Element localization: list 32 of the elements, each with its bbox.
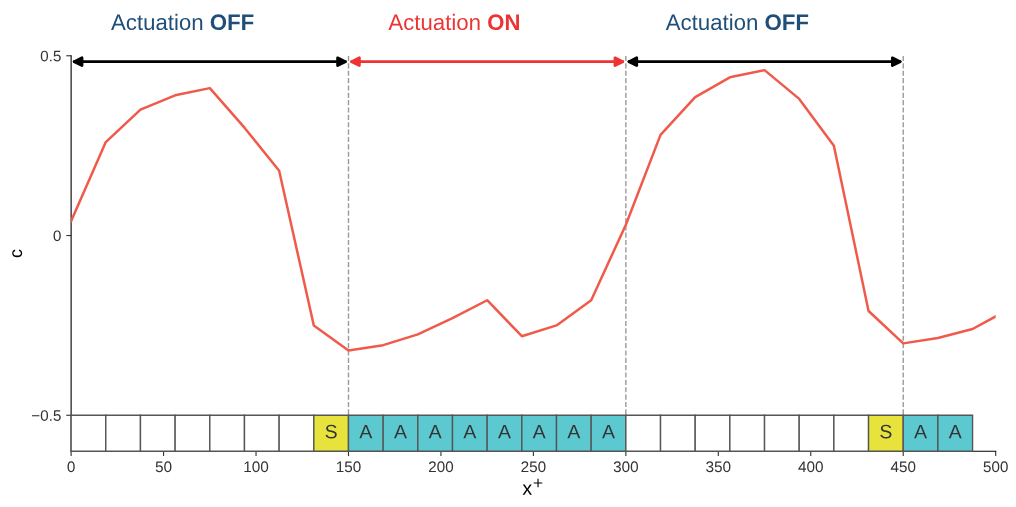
x-tick-label: 300 bbox=[613, 461, 638, 473]
band-label: A bbox=[359, 424, 373, 439]
text: Actuation OFF bbox=[665, 13, 809, 31]
x-tick-label: 350 bbox=[706, 461, 731, 473]
x-tick-label: 250 bbox=[521, 461, 546, 473]
band-label: A bbox=[498, 424, 511, 439]
x-tick-label: 100 bbox=[244, 461, 269, 473]
y-tick-label: −0.5 bbox=[31, 410, 61, 421]
band-label: A bbox=[532, 424, 546, 439]
x-tick-label: 50 bbox=[155, 461, 172, 473]
band-label: A bbox=[567, 424, 581, 439]
band-label: A bbox=[394, 424, 407, 439]
x-tick-label: 0 bbox=[67, 461, 75, 473]
x-tick-label: 500 bbox=[983, 461, 1008, 473]
y-tick-label: 0 bbox=[53, 230, 61, 242]
band-label: S bbox=[325, 424, 337, 439]
band-label: A bbox=[602, 424, 615, 439]
y-axis-title: c bbox=[12, 249, 23, 258]
y-tick-label: 0.5 bbox=[40, 50, 61, 62]
x-tick-label: 150 bbox=[336, 461, 361, 473]
band-label: A bbox=[914, 424, 928, 439]
line-series bbox=[71, 68, 996, 352]
text: Actuation OFF bbox=[111, 13, 254, 31]
x-tick-label: 450 bbox=[890, 461, 916, 473]
x-tick-label: 200 bbox=[428, 461, 454, 473]
band-label: S bbox=[880, 424, 892, 439]
band-label: A bbox=[463, 424, 477, 439]
text: Actuation ON bbox=[388, 13, 520, 31]
x-axis-title: x$^{+}$ bbox=[522, 478, 543, 495]
band-label: A bbox=[948, 424, 962, 439]
x-tick-label: 400 bbox=[798, 461, 823, 473]
band-label: A bbox=[428, 424, 442, 439]
